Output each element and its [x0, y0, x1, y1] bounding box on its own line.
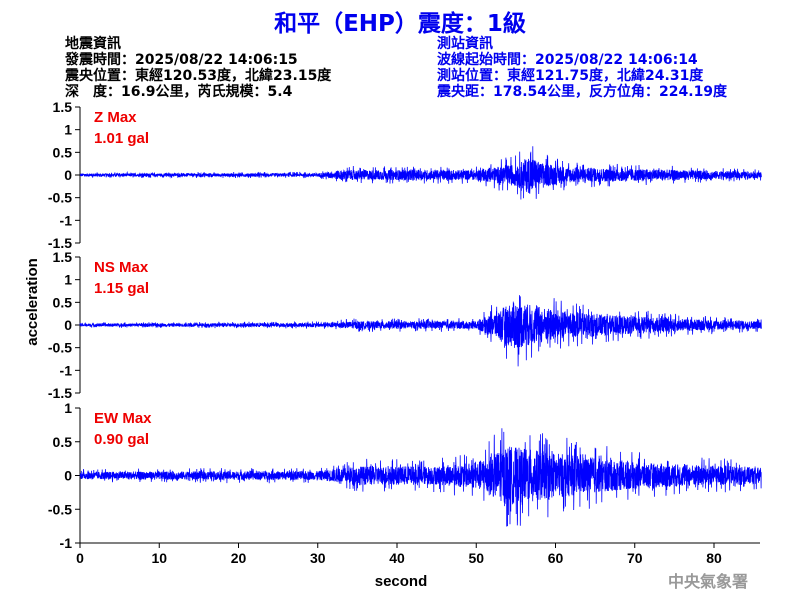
x-tick-label: 0: [76, 550, 84, 566]
waveform-z: [79, 146, 762, 200]
earthquake-info: 地震資訊 發震時間：2025/08/22 14:06:15 震央位置：東經120…: [65, 36, 331, 100]
depth-magnitude: 深 度：16.9公里，芮氏規模：5.4: [65, 84, 293, 100]
x-tick-label: 80: [706, 550, 722, 566]
x-tick-label: 60: [548, 550, 564, 566]
x-tick-label: 30: [310, 550, 326, 566]
x-tick-label: 10: [151, 550, 167, 566]
max-value-ns: 1.15 gal: [94, 280, 149, 297]
y-tick-label: -1: [60, 362, 73, 378]
y-tick-label: 0: [64, 317, 72, 333]
y-tick-label: -1: [60, 535, 73, 551]
y-tick-label: 1: [64, 122, 72, 138]
max-label-z: Z Max: [94, 109, 137, 126]
y-tick-label: 1: [64, 272, 72, 288]
x-tick-label: 70: [627, 550, 643, 566]
y-tick-label: 0.5: [53, 434, 73, 450]
y-tick-label: 0.5: [53, 294, 73, 310]
origin-time: 發震時間：2025/08/22 14:06:15: [65, 52, 298, 68]
y-tick-label: 0: [64, 167, 72, 183]
y-tick-label: -1.5: [48, 235, 72, 251]
y-tick-label: -0.5: [48, 190, 72, 206]
watermark: 中央氣象署: [667, 572, 748, 591]
y-tick-label: 1.5: [53, 99, 73, 115]
y-axis-label: acceleration: [24, 258, 41, 346]
x-tick-label: 50: [468, 550, 484, 566]
epicenter: 震央位置：東經120.53度，北緯23.15度: [65, 68, 332, 84]
waveform-ns: [79, 295, 762, 367]
y-tick-label: -1: [60, 212, 73, 228]
station-location: 測站位置：東經121.75度，北緯24.31度: [437, 68, 704, 84]
distance-azimuth: 震央距：178.54公里，反方位角：224.19度: [437, 84, 728, 100]
y-tick-label: 0.5: [53, 144, 73, 160]
y-tick-label: 1: [64, 400, 72, 416]
x-tick-label: 40: [389, 550, 405, 566]
y-tick-label: -0.5: [48, 340, 72, 356]
page-title: 和平（EHP）震度：1級: [274, 11, 526, 37]
y-tick-label: 0: [64, 468, 72, 484]
y-tick-label: 1.5: [53, 249, 73, 265]
y-tick-label: -1.5: [48, 385, 72, 401]
station-info-heading: 測站資訊: [437, 36, 493, 52]
x-axis-label: second: [375, 573, 428, 590]
max-label-ns: NS Max: [94, 259, 149, 276]
max-value-ew: 0.90 gal: [94, 431, 149, 448]
x-tick-label: 20: [231, 550, 247, 566]
waveform-ew: [79, 428, 762, 527]
station-info: 測站資訊 波線起始時間：2025/08/22 14:06:14 測站位置：東經1…: [437, 36, 727, 100]
y-tick-label: -0.5: [48, 501, 72, 517]
max-value-z: 1.01 gal: [94, 130, 149, 147]
wave-start-time: 波線起始時間：2025/08/22 14:06:14: [437, 52, 698, 68]
max-label-ew: EW Max: [94, 410, 152, 427]
quake-info-heading: 地震資訊: [65, 36, 121, 52]
